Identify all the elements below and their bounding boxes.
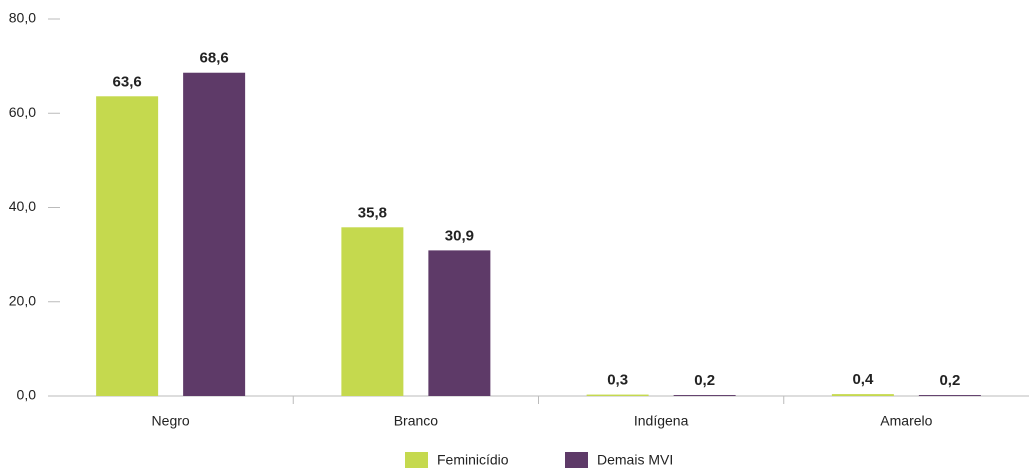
value-label: 63,6 [113,73,142,90]
value-label: 0,2 [939,372,960,389]
y-tick-label: 60,0 [9,104,36,120]
y-tick-label: 0,0 [17,387,37,403]
legend-swatch [405,452,428,468]
y-tick-label: 40,0 [9,198,36,214]
bar [341,227,404,396]
y-tick-label: 20,0 [9,292,36,308]
bar [673,395,736,396]
legend-label: Demais MVI [597,452,673,468]
y-tick-label: 80,0 [9,10,36,26]
value-label: 30,9 [445,227,474,244]
value-label: 0,4 [852,371,874,388]
bar [831,394,894,396]
bar [183,72,246,396]
bar [96,96,159,396]
legend-swatch [565,452,588,468]
legend-label: Feminicídio [437,452,509,468]
value-label: 0,2 [694,372,715,389]
bar [918,395,981,396]
x-tick-label: Indígena [634,413,689,429]
x-tick-label: Amarelo [880,413,932,429]
value-label: 35,8 [358,204,387,221]
value-label: 68,6 [200,50,229,67]
bar [586,394,649,396]
value-label: 0,3 [607,372,628,389]
x-tick-label: Negro [152,413,190,429]
x-tick-label: Branco [394,413,439,429]
bar [428,250,491,396]
